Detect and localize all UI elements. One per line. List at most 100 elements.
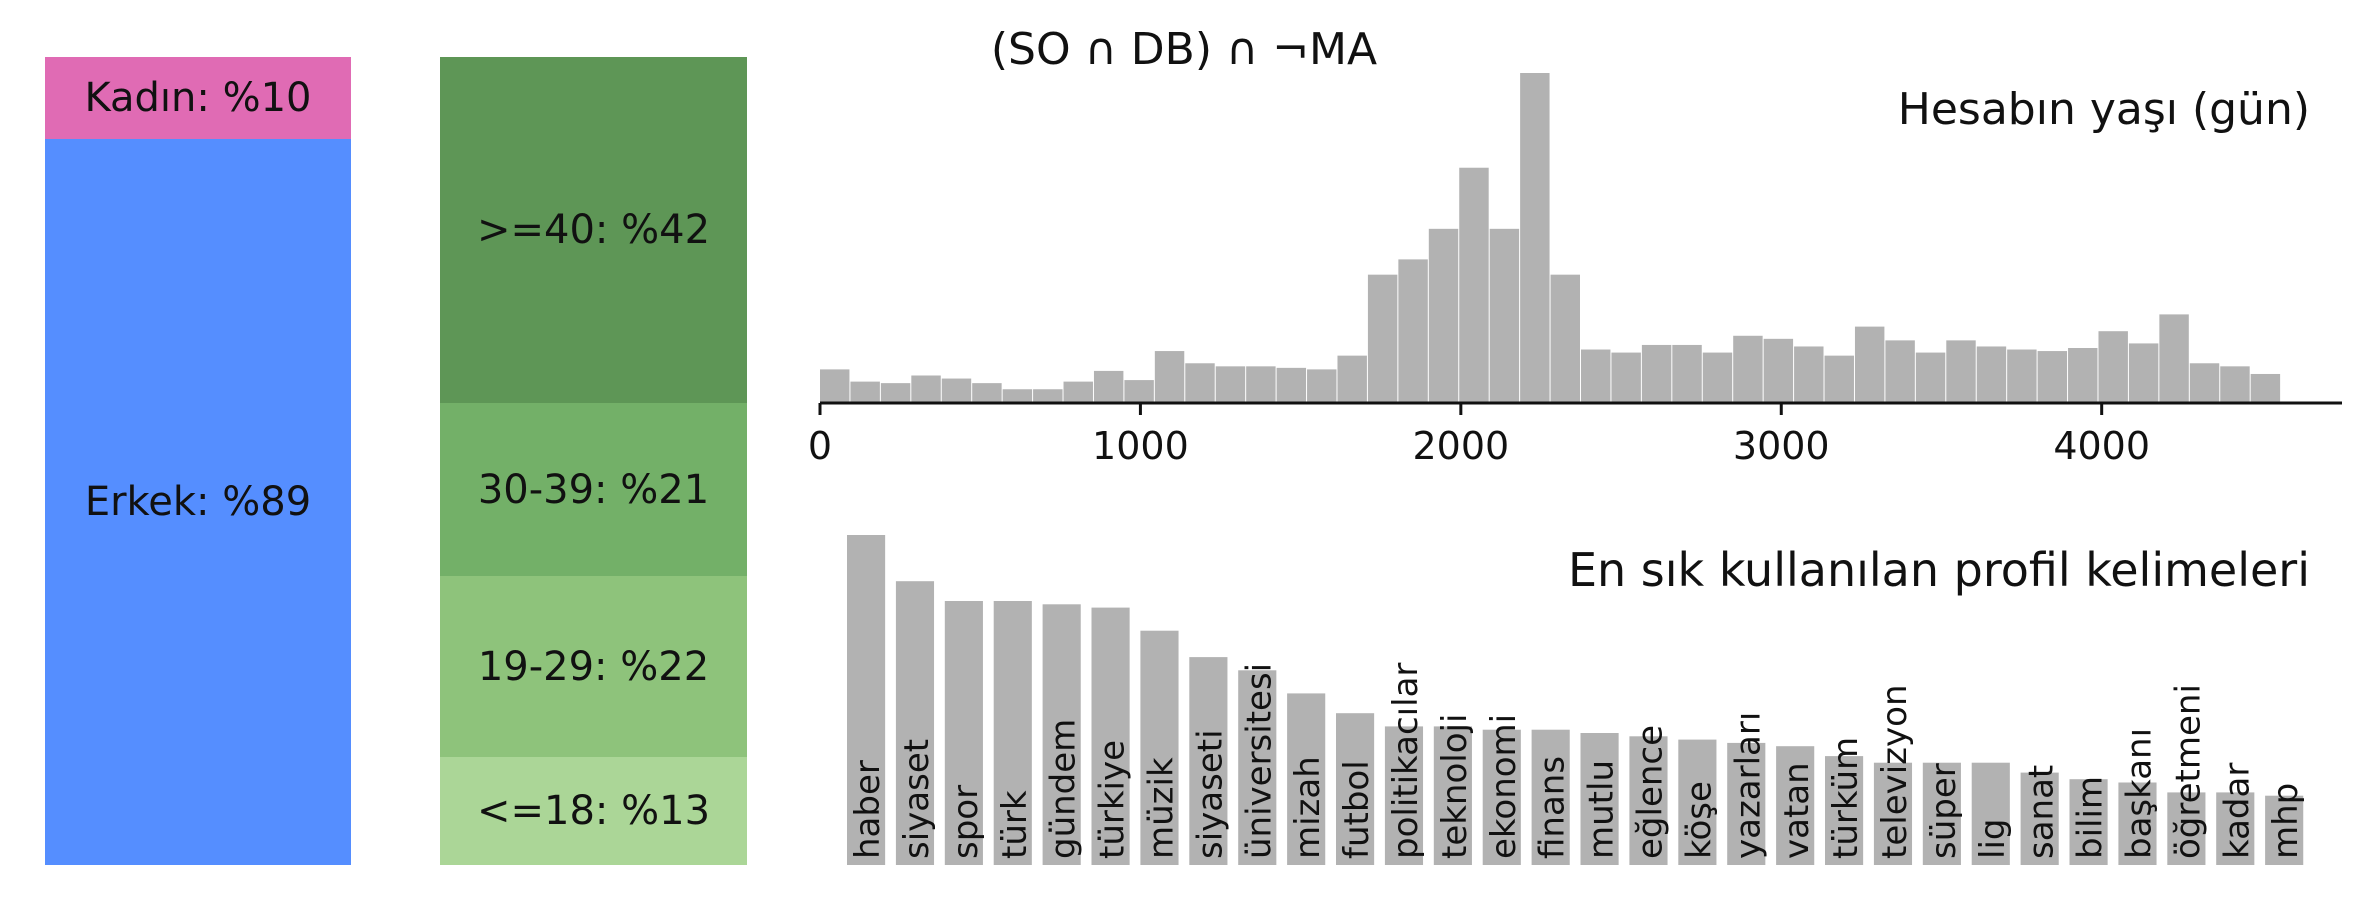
histogram-bar (1428, 228, 1459, 403)
word-bar (1971, 762, 2010, 865)
word-label: öğretmeni (2168, 684, 2208, 859)
word-label: futbol (1337, 760, 1377, 859)
histogram-bar (1641, 344, 1672, 403)
histogram-bar (1459, 167, 1489, 403)
word-bar (2265, 795, 2304, 865)
word-label: televizyon (1875, 685, 1915, 860)
word-bar (1629, 736, 1668, 865)
word-label: politikacılar (1386, 663, 1426, 859)
age-segment-label: 30-39: %21 (477, 466, 710, 513)
histogram-bar (1246, 366, 1276, 403)
histogram-bar (1063, 381, 1093, 403)
histogram-bar (1733, 335, 1763, 403)
word-label: üniversitesi (1239, 663, 1279, 859)
histogram-bar (1489, 228, 1520, 403)
word-label: müzik (1141, 757, 1181, 859)
age-segment-18-under: <=18: %13 (440, 757, 747, 865)
gender-segment-label: Erkek: %89 (84, 479, 312, 525)
histogram-bar (1337, 355, 1367, 403)
word-label: başkanı (2119, 728, 2159, 859)
word-bar (1042, 604, 1081, 865)
word-bar (2020, 772, 2059, 865)
word-bar (1531, 729, 1570, 865)
histogram-bar (1033, 389, 1063, 403)
age-segment-30-39: 30-39: %21 (440, 403, 747, 576)
word-label: siyaseti (1190, 729, 1230, 859)
histogram-bar (1976, 346, 2007, 403)
histogram-x-ticks: 0 1000 2000 3000 4000 (808, 403, 2150, 468)
gender-segment-label: Kadın: %10 (84, 75, 312, 121)
histogram-bar (1824, 355, 1854, 403)
word-bar (1433, 726, 1472, 865)
histogram-bars (820, 73, 2281, 403)
word-label: sanat (2022, 765, 2062, 859)
word-bar (895, 581, 935, 865)
word-bar (1140, 630, 1179, 865)
word-bar (1091, 607, 1130, 865)
word-label: türk (995, 790, 1035, 859)
histogram-bar (820, 369, 850, 403)
histogram-bar (1611, 352, 1641, 403)
histogram-tick-label: 2000 (1412, 424, 1509, 468)
word-bar (2216, 792, 2255, 865)
word-bar (1384, 726, 1424, 865)
word-bar (1776, 746, 1815, 865)
word-bar (2167, 792, 2206, 865)
histogram-bar (1915, 352, 1946, 403)
histogram-title: Hesabın yaşı (gün) (1898, 84, 2310, 135)
word-label: gündem (1044, 719, 1084, 859)
word-label: türkiye (1093, 740, 1133, 859)
word-label: mhp (2266, 783, 2306, 859)
histogram-bar (1702, 352, 1733, 403)
histogram-bar (2007, 349, 2037, 403)
word-bar (1189, 657, 1228, 865)
histogram-tick-label: 3000 (1733, 424, 1830, 468)
histogram-bar (880, 383, 911, 403)
age-distribution-bar: >=40: %42 30-39: %21 19-29: %22 <=18: %1… (440, 57, 747, 865)
histogram-bar (1307, 369, 1337, 403)
age-segment-label: <=18: %13 (476, 788, 711, 834)
word-label: süper (1924, 763, 1964, 859)
word-bar (1825, 756, 1864, 865)
histogram-bar (1002, 389, 1033, 403)
histogram-bar (972, 383, 1002, 403)
histogram-tick-label: 0 (808, 424, 832, 468)
histogram-bar (1520, 73, 1550, 403)
gender-segment-female: Kadın: %10 (45, 57, 351, 139)
age-segment-label: >=40: %42 (476, 207, 711, 253)
histogram-tick-label: 4000 (2053, 424, 2150, 468)
word-bar (1238, 670, 1277, 865)
histogram-bar (1367, 274, 1398, 403)
word-label: bilim (2071, 776, 2111, 859)
age-segment-label: 19-29: %22 (477, 643, 710, 690)
histogram-bar (1215, 366, 1246, 403)
word-label: kadar (2217, 763, 2257, 859)
histogram-bar (1794, 346, 1824, 403)
word-label: yazarları (1728, 712, 1768, 859)
gender-segment-male: Erkek: %89 (45, 139, 351, 865)
main-title: (SO ∩ DB) ∩ ¬MA (991, 24, 1377, 75)
word-label: türküm (1826, 737, 1866, 859)
histogram-bar (2159, 314, 2189, 403)
word-bar (2118, 782, 2157, 865)
histogram-bar (2068, 348, 2098, 403)
word-label: eğlence (1630, 725, 1670, 859)
histogram-bar (2189, 363, 2220, 403)
histogram-bar (1672, 344, 1702, 403)
histogram-bar (1093, 370, 1124, 403)
histogram-bar (1398, 259, 1428, 403)
word-label: siyaset (897, 739, 937, 859)
histogram-bar (850, 381, 880, 403)
histogram-tick-label: 1000 (1092, 424, 1189, 468)
age-segment-40-plus: >=40: %42 (440, 57, 747, 403)
word-bar (944, 601, 983, 865)
word-label: finans (1533, 756, 1573, 859)
histogram-bar (1885, 340, 1915, 403)
word-bar (1336, 713, 1375, 865)
word-bar (1580, 733, 1619, 865)
histogram-bar (941, 378, 972, 403)
word-bar (1922, 762, 1961, 865)
word-bar (847, 535, 886, 865)
word-label: haber (848, 760, 888, 859)
